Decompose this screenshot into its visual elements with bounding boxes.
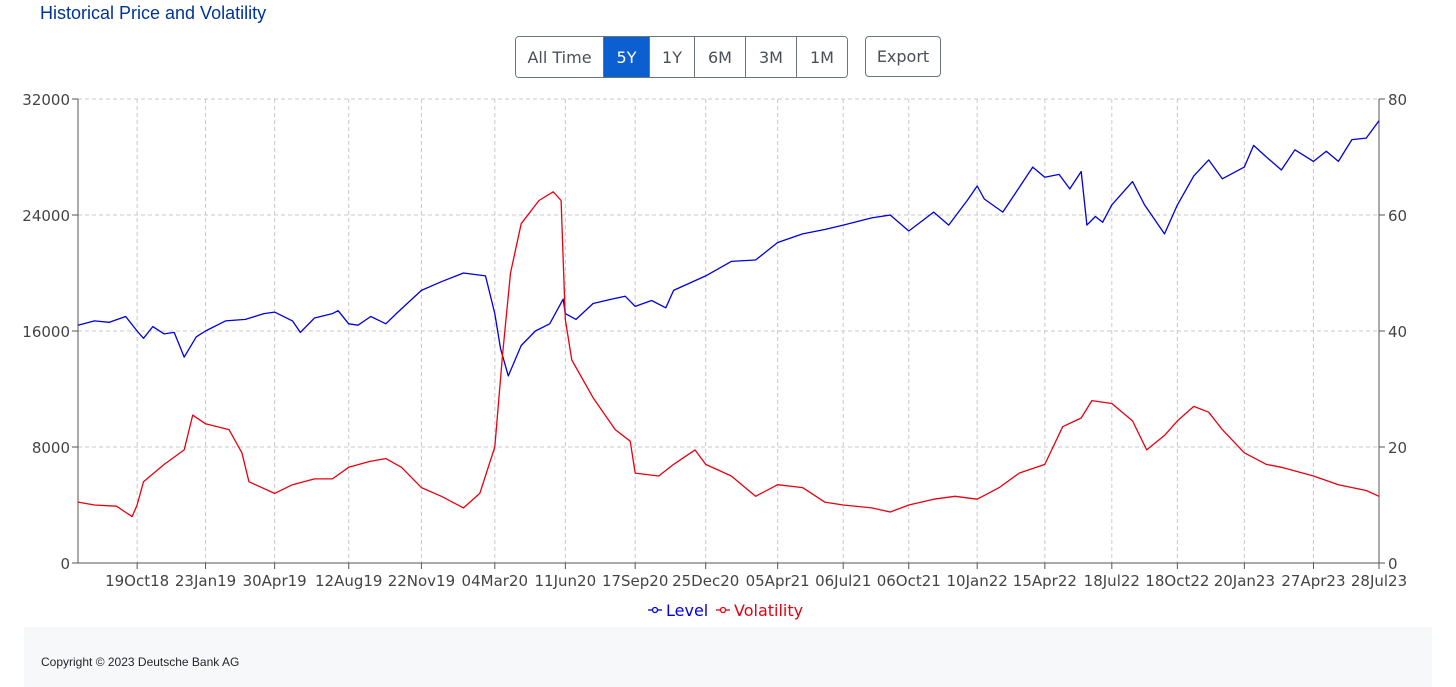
x-tick-label: 04Mar20 bbox=[462, 572, 528, 590]
x-tick-label: 18Jul22 bbox=[1084, 572, 1140, 590]
x-tick-label: 10Jan22 bbox=[947, 572, 1008, 590]
x-tick-label: 25Dec20 bbox=[672, 572, 739, 590]
y-right-tick-label: 20 bbox=[1388, 439, 1407, 457]
y-right-tick-label: 80 bbox=[1388, 91, 1407, 109]
x-tick-label: 05Apr21 bbox=[746, 572, 810, 590]
footer: Copyright © 2023 Deutsche Bank AG bbox=[24, 627, 1432, 687]
y-right-tick-label: 0 bbox=[1388, 555, 1398, 573]
range-selector: All Time 5Y 1Y 6M 3M 1M bbox=[515, 36, 848, 78]
y-left-tick-label: 32000 bbox=[22, 91, 70, 109]
range-3m-button[interactable]: 3M bbox=[745, 37, 796, 77]
x-tick-label: 17Sep20 bbox=[602, 572, 668, 590]
volatility-series-line bbox=[77, 191, 1380, 518]
y-left-tick-label: 8000 bbox=[32, 439, 70, 457]
axes: 0 8000 16000 24000 32000 0 20 40 60 80 19Oct18 23Ja… bbox=[22, 91, 1407, 590]
price-volatility-chart: 0 8000 16000 24000 32000 0 20 40 60 80 19Oct18 23Ja… bbox=[22, 91, 1407, 620]
x-tick-label: 28Jul23 bbox=[1351, 572, 1407, 590]
export-button[interactable]: Export bbox=[865, 36, 941, 77]
page-title: Historical Price and Volatility bbox=[40, 3, 267, 23]
x-tick-label: 20Jan23 bbox=[1214, 572, 1275, 590]
legend-label: Volatility bbox=[734, 601, 803, 620]
x-tick-label: 06Oct21 bbox=[877, 572, 941, 590]
range-1y-button[interactable]: 1Y bbox=[649, 37, 694, 77]
legend-item-level: Level bbox=[648, 601, 708, 620]
level-series-line bbox=[77, 120, 1380, 377]
y-right-tick-label: 40 bbox=[1388, 323, 1407, 341]
x-tick-label: 30Apr19 bbox=[243, 572, 307, 590]
x-tick-label: 12Aug19 bbox=[315, 572, 382, 590]
y-left-tick-label: 24000 bbox=[22, 207, 70, 225]
x-tick-label: 19Oct18 bbox=[105, 572, 169, 590]
y-left-tick-label: 0 bbox=[60, 555, 70, 573]
y-right-tick-label: 60 bbox=[1388, 207, 1407, 225]
x-tick-label: 18Oct22 bbox=[1145, 572, 1209, 590]
legend-marker bbox=[651, 606, 659, 614]
y-left-tick-label: 16000 bbox=[22, 323, 70, 341]
x-tick-label: 27Apr23 bbox=[1281, 572, 1345, 590]
series bbox=[77, 120, 1380, 518]
legend-item-volatility: Volatility bbox=[716, 601, 803, 620]
x-tick-label: 06Jul21 bbox=[815, 572, 871, 590]
legend-label: Level bbox=[666, 601, 708, 620]
range-1m-button[interactable]: 1M bbox=[796, 37, 847, 77]
x-tick-label: 15Apr22 bbox=[1013, 572, 1077, 590]
legend[interactable]: Level Volatility bbox=[648, 601, 803, 620]
range-5y-button[interactable]: 5Y bbox=[603, 37, 649, 77]
grid bbox=[78, 98, 1379, 563]
range-all-time-button[interactable]: All Time bbox=[516, 37, 603, 77]
range-6m-button[interactable]: 6M bbox=[694, 37, 745, 77]
x-tick-label: 23Jan19 bbox=[175, 572, 236, 590]
x-tick-label: 22Nov19 bbox=[388, 572, 455, 590]
legend-marker bbox=[719, 606, 727, 614]
copyright-text: Copyright © 2023 Deutsche Bank AG bbox=[41, 655, 240, 669]
x-tick-label: 11Jun20 bbox=[535, 572, 597, 590]
